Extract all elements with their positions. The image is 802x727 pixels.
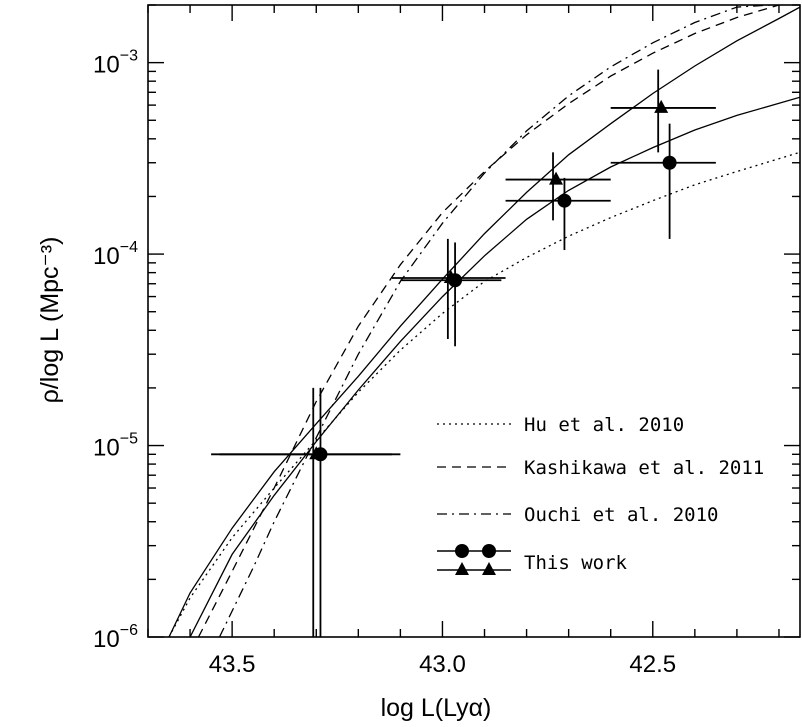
legend-label: Ouchi et al. 2010 [524,504,718,526]
data-point-triangle [443,270,458,284]
data-point-triangle [549,171,564,185]
y-axis-label: ρ/log L (Mpc⁻³) [36,237,64,404]
x-axis-label: log L(Lyα) [381,694,492,722]
data-markers [309,99,677,462]
model-curves [168,5,800,637]
y-tick-label: 10−3 [93,48,138,79]
y-tick-label: 10−4 [93,239,138,270]
y-tick-label: 10−5 [93,431,138,462]
curve-this-work-circles [189,96,800,637]
y-tick-labels: 10−6 10−5 10−4 10−3 [93,48,138,653]
legend-label: Hu et al. 2010 [524,414,684,436]
legend-marker-circle [482,544,496,558]
legend-label: This work [524,552,628,574]
x-tick-label: 42.5 [629,651,676,678]
data-point-circle [557,193,572,208]
legend-marker-circle [455,544,469,558]
x-tick-labels: 43.5 43.0 42.5 [209,651,676,678]
legend-marker-triangle [482,562,496,575]
curve-kashikawa-et-al-2011 [197,5,780,637]
curve-this-work-triangles [168,6,800,637]
curve-hu-et-al-2010 [168,151,800,637]
legend-marker-triangle [455,562,469,575]
y-tick-label: 10−6 [93,622,138,653]
data-point-circle [662,155,677,170]
plot-frame [147,4,801,638]
x-tick-label: 43.5 [209,651,256,678]
curve-ouchi-et-al-2010 [218,5,771,637]
data-point-triangle [654,99,669,113]
legend-label: Kashikawa et al. 2011 [524,457,764,479]
axis-ticks [147,4,800,638]
x-tick-label: 43.0 [419,651,466,678]
data-point-triangle [309,446,324,460]
legend: Hu et al. 2010 Kashikawa et al. 2011 Ouchi… [437,414,764,575]
